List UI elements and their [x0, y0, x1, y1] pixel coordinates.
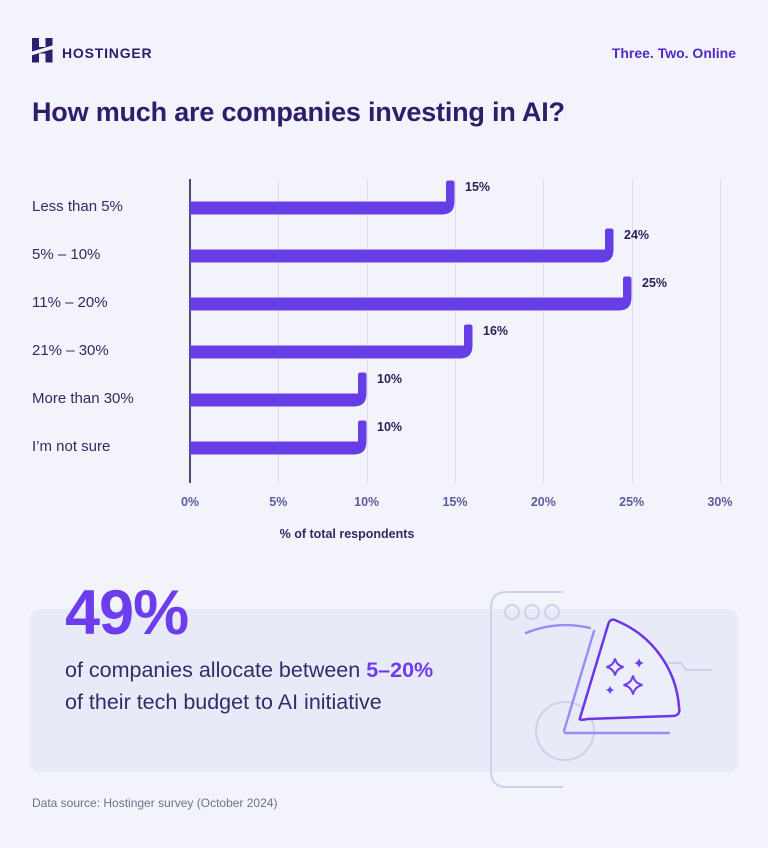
bar: 10%: [190, 420, 402, 456]
gridline: [278, 179, 280, 484]
highlight-card: 49% of companies allocate between 5–20% o…: [30, 582, 738, 789]
gridline: [543, 179, 545, 484]
bar: 25%: [190, 276, 667, 312]
category-label: 21% – 30%: [32, 342, 109, 360]
bar-value-label: 10%: [377, 372, 403, 387]
browser-window-icon: [490, 591, 712, 789]
bar-value-label: 25%: [642, 276, 668, 291]
sparkles-icon: [605, 658, 644, 695]
category-label: 11% – 20%: [32, 294, 108, 312]
bar-value-label: 16%: [483, 324, 509, 339]
pie-slice-icon: [578, 618, 681, 722]
gridline: [455, 179, 456, 484]
bar: 16%: [190, 324, 508, 360]
infographic: HOSTINGER Three. Two. Online How much ar…: [29, 0, 738, 811]
highlight-text-line2: of their tech budget to AI initiative: [65, 690, 382, 715]
hostinger-logo-icon: [29, 38, 56, 68]
highlight-text-prefix: of companies allocate between: [65, 658, 367, 683]
x-tick-label: 5%: [269, 495, 288, 510]
x-tick-label: 30%: [707, 495, 733, 510]
category-label: Less than 5%: [32, 198, 123, 216]
bar-value-label: 15%: [465, 180, 491, 195]
gridline: [366, 179, 368, 484]
highlight-text: of companies allocate between 5–20% of th…: [65, 654, 495, 719]
category-label: 5% – 10%: [32, 246, 101, 264]
x-tick-label: 10%: [354, 495, 380, 510]
hostinger-logo: HOSTINGER: [29, 38, 153, 68]
category-label: I’m not sure: [32, 438, 111, 456]
brand-tagline: Three. Two. Online: [611, 45, 736, 61]
bar-value-label: 24%: [624, 228, 650, 243]
header: HOSTINGER Three. Two. Online: [29, 0, 736, 68]
brand-name: HOSTINGER: [62, 45, 153, 61]
x-tick-label: 20%: [530, 495, 556, 510]
pie-slice-illustration: [483, 591, 768, 818]
gridline: [631, 179, 633, 484]
plot-area: 0% 5% 10% 15% 20% 25% 30% 15% 24% 25% 16% 10% 10%: [181, 179, 733, 509]
bar: 15%: [190, 180, 490, 216]
highlight-stat: 49%: [65, 578, 189, 649]
x-tick-label: 15%: [442, 495, 468, 510]
bar: 24%: [190, 228, 649, 264]
bar-value-label: 10%: [377, 420, 403, 435]
x-axis-title: % of total respondents: [279, 527, 415, 542]
x-tick-label: 0%: [180, 495, 200, 510]
page-title: How much are companies investing in AI?: [32, 97, 565, 127]
gridline: [720, 179, 721, 484]
highlight-text-accent: 5–20%: [366, 658, 434, 683]
bar-chart: 0% 5% 10% 15% 20% 25% 30% 15% 24% 25% 16% 10% 10% Le…: [32, 177, 736, 549]
bar: 10%: [190, 372, 402, 408]
pie-remainder-icon: [524, 624, 671, 735]
x-tick-label: 25%: [619, 495, 645, 510]
category-label: More than 30%: [32, 390, 134, 408]
data-source-note: Data source: Hostinger survey (October 2…: [32, 796, 278, 811]
y-axis-line: [189, 179, 191, 484]
